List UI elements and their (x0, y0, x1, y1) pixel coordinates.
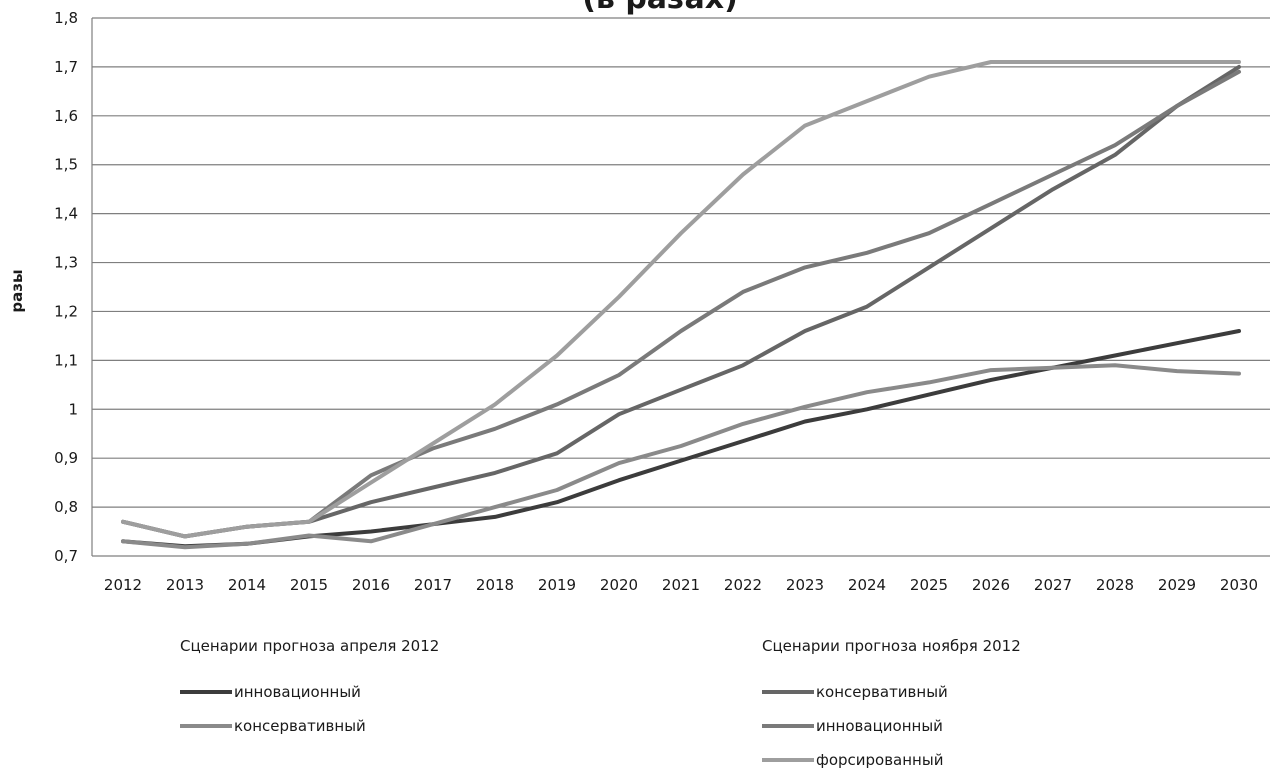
y-tick-label: 1,5 (54, 156, 78, 174)
legend-label: консервативный (816, 683, 948, 701)
legend-group-april: Сценарии прогноза апреля 2012 инновацион… (180, 637, 439, 743)
y-tick-label: 0,9 (54, 449, 78, 467)
x-tick-label: 2016 (352, 576, 390, 594)
legend-group-november: Сценарии прогноза ноября 2012 консервати… (762, 637, 1021, 777)
series-line-3 (121, 69, 1241, 539)
series-line-0 (121, 329, 1241, 549)
series-line-1 (121, 363, 1241, 550)
x-tick-label: 2030 (1220, 576, 1258, 594)
legend-swatch (762, 724, 814, 728)
x-tick-label: 2025 (910, 576, 948, 594)
x-tick-label: 2028 (1096, 576, 1134, 594)
legend-heading-november: Сценарии прогноза ноября 2012 (762, 637, 1021, 655)
legend-label: консервативный (234, 717, 366, 735)
legend-item-april-conservative: консервативный (180, 709, 439, 743)
y-tick-label: 1,3 (54, 254, 78, 272)
x-tick-label: 2019 (538, 576, 576, 594)
y-tick-label: 1,8 (54, 9, 78, 27)
legend-swatch (180, 724, 232, 728)
y-tick-label: 1,6 (54, 107, 78, 125)
y-axis-label: разы (8, 269, 26, 312)
legend-item-november-innovation: инновационный (762, 709, 1021, 743)
legend-item-november-conservative: консервативный (762, 675, 1021, 709)
x-tick-label: 2026 (972, 576, 1010, 594)
y-tick-label: 0,8 (54, 498, 78, 516)
x-tick-label: 2024 (848, 576, 886, 594)
legend-label: инновационный (234, 683, 361, 701)
y-tick-label: 1,7 (54, 58, 78, 76)
legend-swatch (762, 690, 814, 694)
x-tick-label: 2017 (414, 576, 452, 594)
chart-title: (в разах) (582, 0, 738, 16)
x-axis-ticks: 2012 2013 2014 2015 2016 2017 2018 2019 2020 2021… (104, 576, 1258, 594)
x-tick-label: 2023 (786, 576, 824, 594)
y-axis-ticks: 0,7 0,8 0,9 1 1,1 1,2 1,3 1,4 1,5 1,6 1,7 1,8 (54, 9, 78, 565)
legend-swatch (762, 758, 814, 762)
x-tick-label: 2020 (600, 576, 638, 594)
y-tick-label: 0,7 (54, 547, 78, 565)
x-tick-label: 2022 (724, 576, 762, 594)
x-tick-label: 2018 (476, 576, 514, 594)
legend-swatch (180, 690, 232, 694)
y-tick-label: 1,1 (54, 351, 78, 369)
series-line-4 (121, 60, 1241, 539)
x-tick-label: 2029 (1158, 576, 1196, 594)
gridlines (91, 17, 1270, 557)
legend-item-november-forced: форсированный (762, 743, 1021, 777)
x-tick-label: 2027 (1034, 576, 1072, 594)
series-lines (121, 60, 1241, 550)
x-tick-label: 2012 (104, 576, 142, 594)
x-tick-label: 2014 (228, 576, 266, 594)
legend-item-april-innovation: инновационный (180, 675, 439, 709)
x-tick-label: 2013 (166, 576, 204, 594)
legend-heading-april: Сценарии прогноза апреля 2012 (180, 637, 440, 655)
legend-label: инновационный (816, 717, 943, 735)
y-tick-label: 1,4 (54, 205, 78, 223)
y-tick-label: 1,2 (54, 302, 78, 320)
x-tick-label: 2015 (290, 576, 328, 594)
legend-label: форсированный (816, 751, 944, 769)
series-line-2 (121, 64, 1241, 539)
x-tick-label: 2021 (662, 576, 700, 594)
y-tick-label: 1 (68, 400, 78, 418)
